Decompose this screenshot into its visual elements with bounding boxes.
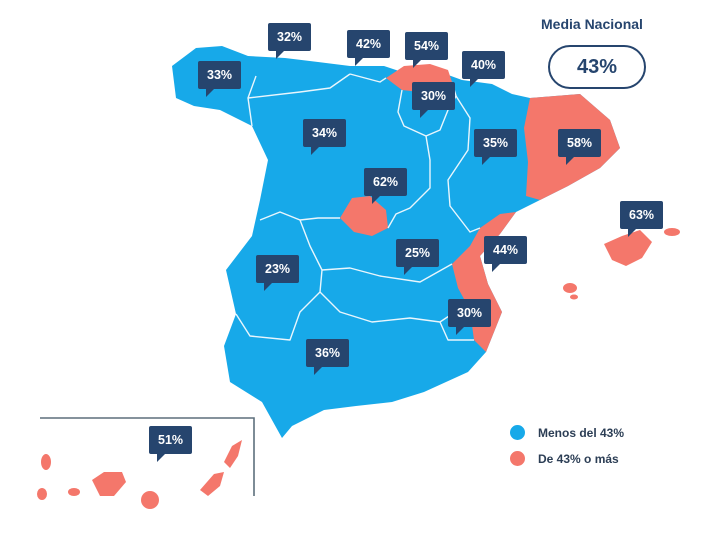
callout-canarias: 51% — [149, 426, 193, 462]
callout-castilla-leon: 34% — [303, 119, 347, 155]
callout-cataluna: 58% — [558, 129, 602, 165]
callout-navarra: 40% — [462, 51, 506, 87]
legend-label-above: De 43% o más — [538, 451, 619, 466]
region-baleares — [604, 230, 652, 266]
callout-comunidad-valenciana: 44% — [484, 236, 528, 272]
callout-la-rioja: 30% — [412, 82, 456, 118]
callout-extremadura: 23% — [256, 255, 300, 291]
callout-madrid: 62% — [364, 168, 408, 204]
callout-cantabria: 42% — [347, 30, 391, 66]
legend-swatch-below — [510, 425, 525, 440]
national-average-value: 43% — [548, 45, 646, 89]
island-formentera — [570, 294, 578, 300]
canarias-inset-frame — [40, 417, 255, 496]
callout-aragon: 35% — [474, 129, 518, 165]
callout-murcia: 30% — [448, 299, 492, 335]
island-menorca — [664, 228, 680, 236]
callout-pais-vasco: 54% — [405, 32, 449, 68]
region-comunidad-valenciana — [452, 212, 516, 352]
callout-asturias: 32% — [268, 23, 312, 59]
callout-galicia: 33% — [198, 61, 242, 97]
legend-item-above: De 43% o más — [510, 451, 619, 466]
national-average-title: Media Nacional — [541, 16, 643, 32]
callout-andalucia: 36% — [306, 339, 350, 375]
legend-label-below: Menos del 43% — [538, 425, 625, 440]
canarias-islands — [37, 440, 242, 509]
legend-item-below: Menos del 43% — [510, 425, 624, 440]
callout-castilla-la-mancha: 25% — [396, 239, 440, 275]
region-madrid — [340, 196, 388, 236]
callout-baleares: 63% — [620, 201, 664, 237]
island-ibiza — [563, 283, 577, 293]
legend-swatch-above — [510, 451, 525, 466]
